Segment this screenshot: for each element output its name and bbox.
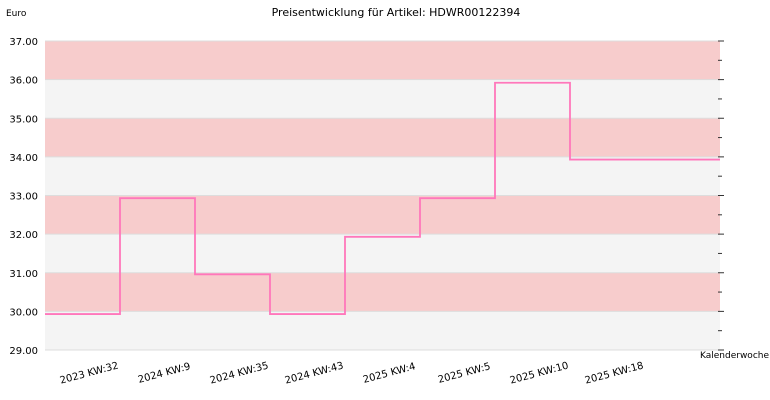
y-tick-label: 37.00 xyxy=(9,37,38,48)
y-tick-label: 30.00 xyxy=(9,307,38,318)
right-axis-ticks xyxy=(718,40,724,351)
x-tick-label: 2025 KW:4 xyxy=(362,361,417,386)
y-tick-label: 36.00 xyxy=(9,76,38,87)
x-tick-label: 2024 KW:43 xyxy=(284,360,345,386)
background-band xyxy=(45,195,720,235)
y-tick-label: 34.00 xyxy=(9,153,38,164)
background-band xyxy=(45,311,720,350)
y-tick-label: 31.00 xyxy=(9,269,38,280)
y-tick-label: 33.00 xyxy=(9,192,38,203)
x-tick-label: 2025 KW:5 xyxy=(437,361,492,386)
background-band xyxy=(45,41,720,80)
background-band xyxy=(45,156,720,196)
x-tick-label: 2025 KW:10 xyxy=(509,360,570,386)
y-axis-ticks: 29.00 30.00 31.00 32.00 33.00 34.00 35.00 36.00… xyxy=(9,37,38,357)
y-tick-label: 35.00 xyxy=(9,114,38,125)
y-tick-label: 32.00 xyxy=(9,230,38,241)
chart-title: Preisentwicklung für Artikel: HDWR001223… xyxy=(272,6,521,19)
background-bands xyxy=(45,41,720,350)
grid-lines xyxy=(45,40,720,351)
x-tick-label: 2024 KW:35 xyxy=(209,360,270,386)
x-tick-label: 2025 KW:18 xyxy=(584,360,645,386)
x-axis-label: Kalenderwoche xyxy=(700,351,769,361)
price-series-line xyxy=(45,81,720,315)
x-tick-label: 2023 KW:32 xyxy=(59,360,120,386)
background-band xyxy=(45,272,720,312)
background-band xyxy=(45,79,720,119)
x-tick-label: 2024 KW:9 xyxy=(137,361,192,386)
y-axis-label: Euro xyxy=(6,9,27,19)
x-axis-ticks: 2023 KW:32 2024 KW:9 2024 KW:35 2024 KW:43 2… xyxy=(59,360,645,386)
background-band xyxy=(45,118,720,157)
background-band xyxy=(45,234,720,273)
series-group xyxy=(45,81,720,315)
y-tick-label: 29.00 xyxy=(9,346,38,357)
